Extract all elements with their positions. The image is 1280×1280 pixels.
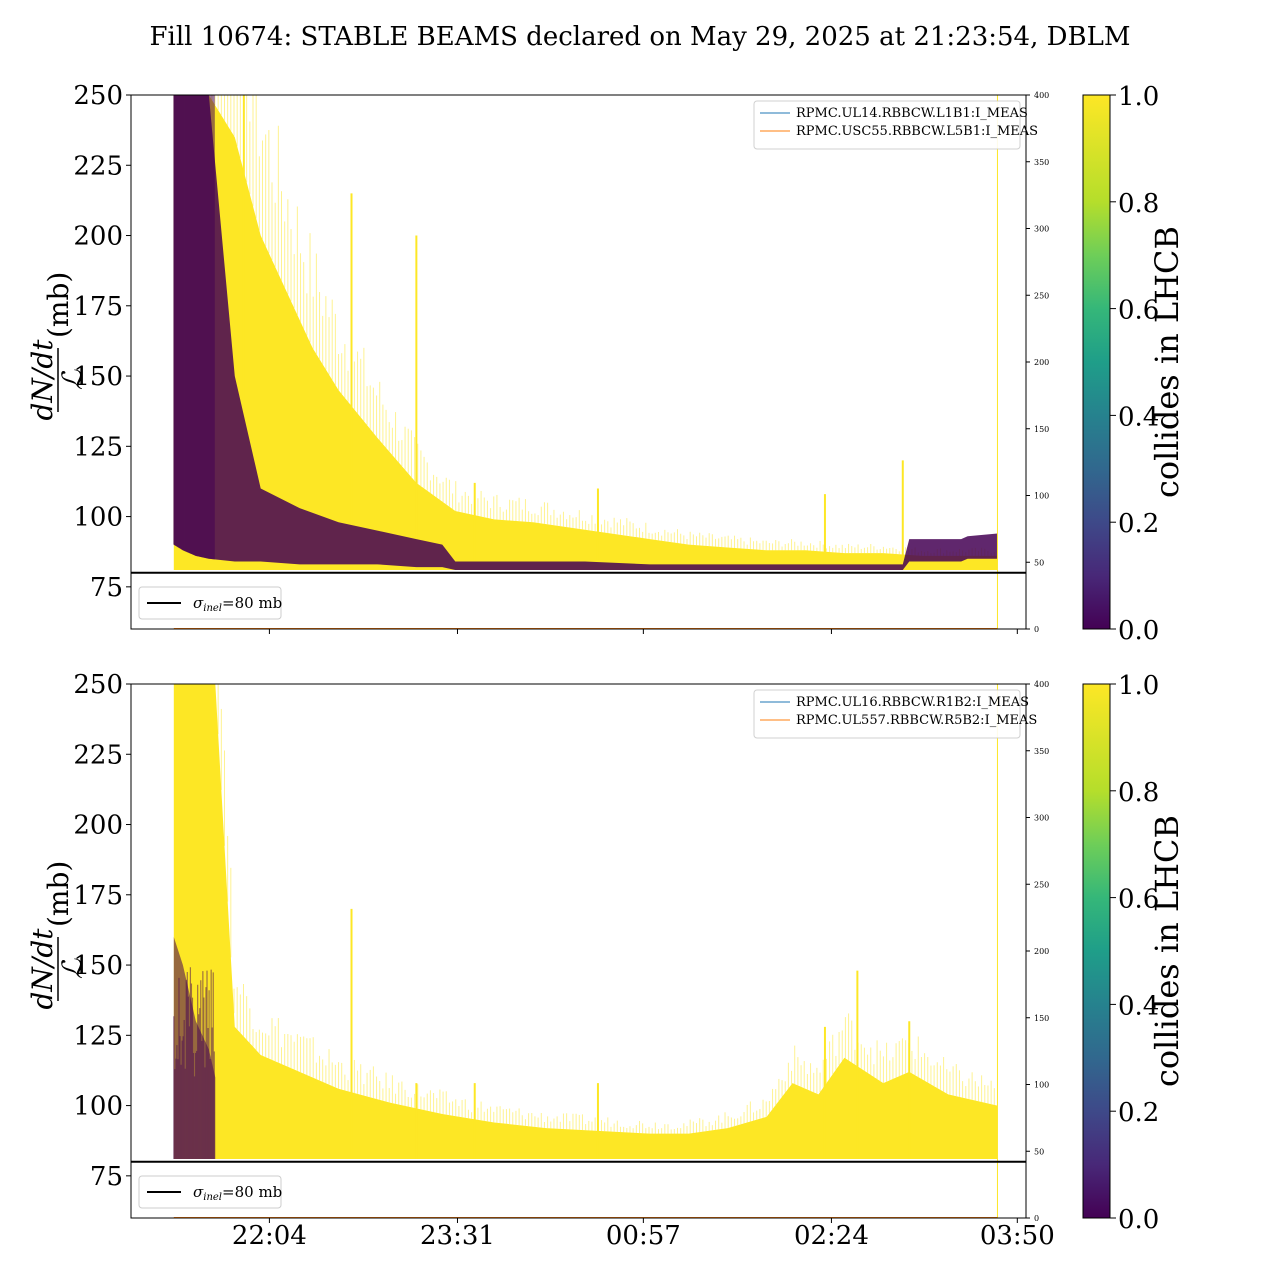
colorbar-tick-label: 1.0 bbox=[1118, 671, 1159, 701]
y2-tick-label: 150 bbox=[1034, 425, 1049, 434]
y-axis-label-numerator: dN/dt bbox=[26, 339, 59, 421]
non-colliding-strands bbox=[173, 967, 215, 1159]
y2-tick-label: 100 bbox=[1034, 1081, 1049, 1090]
colorbar-gradient bbox=[1082, 94, 1111, 630]
y-tick-label: 250 bbox=[73, 670, 123, 700]
y-tick-label: 100 bbox=[73, 503, 123, 533]
legend-box bbox=[138, 1175, 282, 1209]
y2-tick-label: 50 bbox=[1034, 1147, 1044, 1156]
y2-tick-label: 400 bbox=[1034, 680, 1049, 689]
sigma-subscript: inel bbox=[203, 1192, 222, 1203]
y2-tick-label: 100 bbox=[1034, 492, 1049, 501]
y2-tick-label: 200 bbox=[1034, 358, 1049, 367]
y2-tick-label: 250 bbox=[1034, 880, 1049, 889]
colorbar-tick-label: 0.4 bbox=[1118, 402, 1159, 432]
y2-tick-label: 0 bbox=[1034, 1214, 1039, 1223]
y-axis-label-unit: (mb) bbox=[42, 272, 75, 338]
y-tick-label: 175 bbox=[73, 881, 123, 911]
y-axis-label-denominator: ℒ bbox=[56, 958, 89, 979]
legend-box bbox=[138, 586, 282, 620]
colliding-bunches-band bbox=[173, 684, 998, 1159]
y-tick-label: 150 bbox=[73, 951, 123, 981]
sigma-symbol: σ bbox=[193, 594, 204, 612]
top-panel: 250 225 200 175 150 125 100 75 400 350 300 250 200 15… bbox=[26, 81, 1049, 634]
y-axis-label: dN/dtℒ (mb) bbox=[26, 272, 89, 421]
legend-box bbox=[753, 100, 1021, 150]
y-axis-label: dN/dtℒ (mb) bbox=[26, 861, 89, 1010]
y2-tick-label: 200 bbox=[1034, 947, 1049, 956]
legend-entry: RPMC.UL557.RBBCW.R5B2:I_MEAS bbox=[796, 713, 1037, 728]
y-tick-label: 175 bbox=[73, 292, 123, 322]
y-tick-label: 75 bbox=[90, 573, 123, 603]
y-axis-label-denominator: ℒ bbox=[56, 369, 89, 390]
legend-entry: RPMC.UL16.RBBCW.R1B2:I_MEAS bbox=[796, 695, 1029, 710]
chart-title: Fill 10674: STABLE BEAMS declared on May… bbox=[150, 22, 1131, 52]
colorbar-gradient bbox=[1082, 683, 1111, 1219]
y-tick-label: 125 bbox=[73, 432, 123, 462]
sigma-symbol: σ bbox=[193, 1183, 204, 1201]
y2-tick-label: 250 bbox=[1034, 291, 1049, 300]
y2-tick-label: 150 bbox=[1034, 1014, 1049, 1023]
sigma-value: =80 mb bbox=[222, 594, 282, 612]
y2-tick-label: 400 bbox=[1034, 91, 1049, 100]
colorbar-tick-label: 0.6 bbox=[1118, 296, 1159, 326]
rpmc-legend: RPMC.UL16.RBBCW.R1B2:I_MEAS RPMC.UL557.RB… bbox=[753, 689, 1037, 739]
y-tick-label: 200 bbox=[73, 811, 123, 841]
x-tick-label: 22:04 bbox=[232, 1221, 307, 1251]
plot-area bbox=[173, 684, 998, 1218]
y-tick-label: 225 bbox=[73, 740, 123, 770]
colorbar-label: collides in LHCB bbox=[1148, 226, 1186, 498]
top-colorbar: 1.0 0.8 0.6 0.4 0.2 0.0 collides in LHCB bbox=[1082, 82, 1186, 646]
legend-box bbox=[753, 689, 1021, 739]
y-tick-label: 225 bbox=[73, 151, 123, 181]
sigma-legend-label: σinel=80 mb bbox=[193, 594, 282, 614]
legend-entry: RPMC.UL14.RBBCW.L1B1:I_MEAS bbox=[796, 106, 1028, 121]
sigma-subscript: inel bbox=[203, 603, 222, 614]
y2-tick-label: 300 bbox=[1034, 225, 1049, 234]
colorbar-tick-label: 0.0 bbox=[1118, 1205, 1159, 1235]
colorbar-tick-label: 0.6 bbox=[1118, 885, 1159, 915]
y-tick-label: 125 bbox=[73, 1021, 123, 1051]
colorbar-tick-label: 0.2 bbox=[1118, 509, 1159, 539]
colliding-bunches-band bbox=[173, 95, 998, 570]
y-axis-label-unit: (mb) bbox=[42, 861, 75, 927]
colorbar-label: collides in LHCB bbox=[1148, 815, 1186, 1087]
x-tick-label: 02:24 bbox=[794, 1221, 869, 1251]
y2-tick-label: 300 bbox=[1034, 814, 1049, 823]
plot-area bbox=[173, 95, 998, 629]
y-tick-label: 250 bbox=[73, 81, 123, 111]
sigma-legend: σinel=80 mb bbox=[138, 1175, 282, 1209]
y-tick-label: 200 bbox=[73, 222, 123, 252]
colliding-bunches-strands bbox=[211, 95, 995, 556]
colorbar-tick-label: 0.2 bbox=[1118, 1098, 1159, 1128]
sigma-legend: σinel=80 mb bbox=[138, 586, 282, 620]
y-tick-label: 150 bbox=[73, 362, 123, 392]
y-tick-label: 100 bbox=[73, 1092, 123, 1122]
x-tick-label: 23:31 bbox=[420, 1221, 495, 1251]
colorbar-tick-label: 0.0 bbox=[1118, 616, 1159, 646]
x-tick-label: 03:50 bbox=[980, 1221, 1055, 1251]
y2-tick-label: 50 bbox=[1034, 558, 1044, 567]
x-tick-label: 00:57 bbox=[606, 1221, 681, 1251]
bottom-panel: 250 225 200 175 150 125 100 75 400 350 300 250 200 15… bbox=[26, 670, 1055, 1251]
colorbar-tick-label: 0.4 bbox=[1118, 991, 1159, 1021]
sigma-value: =80 mb bbox=[222, 1183, 282, 1201]
rpmc-legend: RPMC.UL14.RBBCW.L1B1:I_MEAS RPMC.USC55.RB… bbox=[753, 100, 1038, 150]
y2-tick-label: 350 bbox=[1034, 747, 1049, 756]
colorbar-tick-label: 1.0 bbox=[1118, 82, 1159, 112]
non-colliding-strands bbox=[173, 95, 215, 560]
non-colliding-bunches-band bbox=[173, 95, 998, 570]
colliding-bunches-strands bbox=[217, 684, 995, 1134]
colorbar-tick-label: 0.8 bbox=[1118, 778, 1159, 808]
y-axis-label-numerator: dN/dt bbox=[26, 928, 59, 1010]
colorbar-tick-label: 0.8 bbox=[1118, 189, 1159, 219]
y2-tick-label: 350 bbox=[1034, 158, 1049, 167]
sigma-legend-label: σinel=80 mb bbox=[193, 1183, 282, 1203]
y-tick-label: 75 bbox=[90, 1162, 123, 1192]
bottom-colorbar: 1.0 0.8 0.6 0.4 0.2 0.0 collides in LHCB bbox=[1082, 671, 1186, 1235]
legend-entry: RPMC.USC55.RBBCW.L5B1:I_MEAS bbox=[796, 124, 1038, 139]
y2-tick-label: 0 bbox=[1034, 625, 1039, 634]
